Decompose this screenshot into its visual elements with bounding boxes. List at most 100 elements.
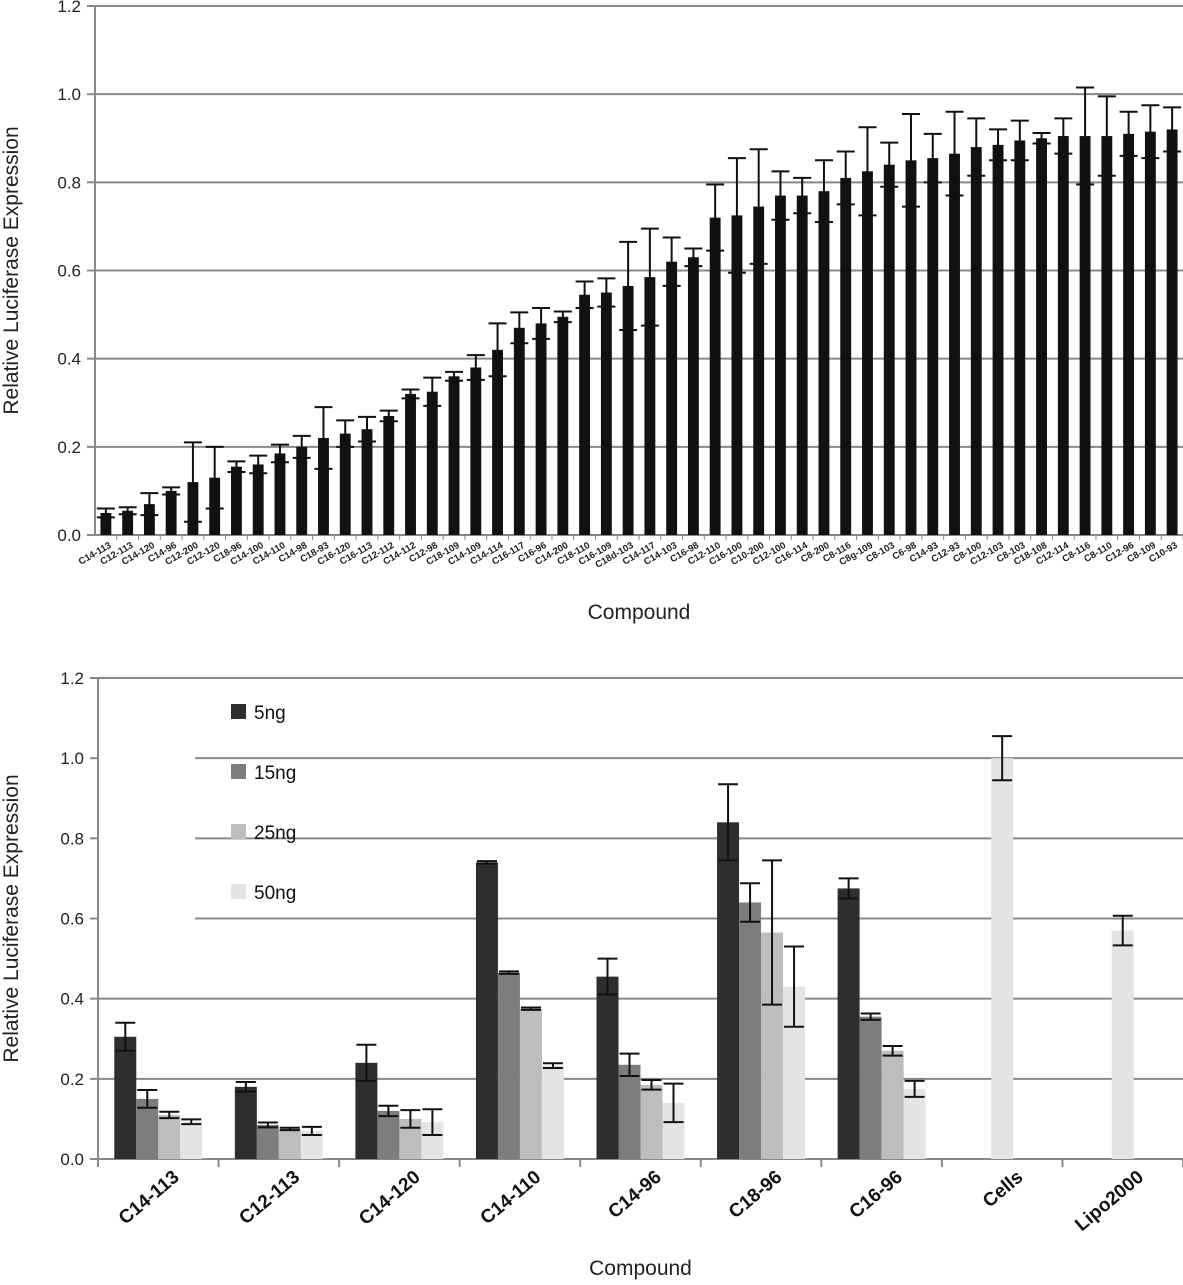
bar: [927, 158, 939, 535]
y-tick-label: 0.6: [60, 910, 84, 929]
bar: [970, 147, 982, 536]
x-tick-label: C12-113: [236, 1167, 305, 1229]
bar-15ng: [136, 1098, 159, 1159]
bar: [383, 415, 395, 535]
bar-25ng: [640, 1084, 663, 1159]
bar: [905, 160, 917, 535]
legend-swatch-25ng: [231, 824, 246, 839]
bar: [557, 316, 569, 535]
bar: [949, 153, 960, 535]
bar: [296, 446, 308, 535]
bar-50ng: [1111, 930, 1134, 1159]
legend-label: 50ng: [254, 883, 296, 904]
bar: [165, 490, 177, 535]
bar-5ng: [837, 888, 860, 1159]
bar-5ng: [114, 1036, 137, 1159]
legend-swatch-5ng: [231, 704, 246, 719]
x-tick-label: C14-120: [355, 1167, 424, 1230]
y-tick-label: 1.2: [57, 0, 81, 16]
y-axis-label: Relative Luciferase Expression: [0, 774, 23, 1062]
bar: [796, 195, 808, 535]
bar-15ng: [859, 1016, 882, 1159]
bar: [231, 466, 242, 535]
bar: [1014, 140, 1026, 535]
y-tick-label: 0.8: [60, 829, 84, 848]
bar-5ng: [717, 822, 740, 1159]
bar: [1057, 136, 1069, 535]
bar: [535, 323, 547, 535]
bar-5ng: [596, 976, 619, 1159]
bar-50ng: [300, 1130, 323, 1159]
bar: [709, 217, 721, 535]
bar-25ng: [519, 1008, 542, 1159]
bar: [644, 277, 656, 535]
bar-5ng: [234, 1086, 257, 1159]
bar: [862, 171, 873, 535]
bar: [818, 191, 830, 535]
y-tick-label: 0.2: [60, 1070, 84, 1089]
legend-swatch-15ng: [231, 764, 246, 779]
bar-50ng: [180, 1121, 203, 1159]
x-tick-label: C16-96: [846, 1167, 907, 1223]
bar: [252, 464, 264, 535]
bar: [1166, 129, 1178, 535]
y-tick-label: 1.0: [60, 749, 84, 768]
bar-50ng: [421, 1122, 444, 1159]
bar: [405, 393, 416, 535]
bar: [1144, 131, 1156, 535]
y-tick-label: 0.4: [60, 990, 84, 1009]
bar-15ng: [618, 1064, 641, 1159]
bar: [600, 292, 612, 535]
bar: [1079, 136, 1091, 535]
bar: [274, 453, 286, 535]
x-tick-label: C14-113: [115, 1167, 184, 1229]
y-tick-label: 0.4: [57, 350, 81, 369]
bar: [840, 177, 852, 536]
bar: [470, 367, 482, 535]
bar: [339, 433, 351, 535]
bar: [1123, 133, 1135, 535]
bar-5ng: [475, 862, 498, 1159]
x-tick-label: Lipo2000: [1071, 1167, 1148, 1236]
bar-50ng: [991, 758, 1014, 1159]
bar: [361, 429, 373, 535]
legend-swatch-50ng: [231, 884, 246, 899]
bar-50ng: [662, 1102, 685, 1159]
bar: [1036, 138, 1047, 535]
bar: [1101, 136, 1113, 535]
x-axis-label: Compound: [588, 601, 691, 624]
bar-25ng: [278, 1128, 301, 1159]
bar: [666, 261, 678, 535]
bar: [492, 349, 503, 535]
y-tick-label: 0.8: [57, 173, 81, 192]
bar: [122, 510, 134, 535]
bar: [775, 195, 786, 535]
legend-label: 5ng: [254, 703, 286, 724]
y-tick-label: 0.0: [57, 526, 81, 545]
legend-label: 15ng: [254, 763, 296, 784]
bar-25ng: [399, 1118, 422, 1159]
bar: [579, 294, 591, 535]
bar-25ng: [158, 1114, 181, 1159]
bar: [100, 512, 112, 535]
x-tick-label: C14-96: [604, 1167, 665, 1223]
bar-50ng: [903, 1088, 926, 1159]
bar-group: [96, 86, 1182, 536]
bar-15ng: [256, 1124, 279, 1159]
y-tick-label: 0.0: [60, 1150, 84, 1169]
y-axis-label: Relative Luciferase Expression: [0, 126, 23, 414]
bar: [992, 144, 1004, 536]
bar-5ng: [355, 1062, 378, 1159]
bar: [687, 257, 699, 535]
bar-15ng: [377, 1110, 400, 1159]
bar: [731, 215, 743, 536]
x-axis-label: Compound: [589, 1257, 692, 1280]
bar: [448, 376, 460, 535]
x-tick-label: C18-96: [725, 1167, 786, 1223]
bar: [622, 285, 634, 535]
bar-25ng: [881, 1050, 904, 1159]
bar: [883, 164, 895, 535]
x-tick-label: Cells: [979, 1167, 1027, 1212]
bar-50ng: [783, 986, 806, 1159]
